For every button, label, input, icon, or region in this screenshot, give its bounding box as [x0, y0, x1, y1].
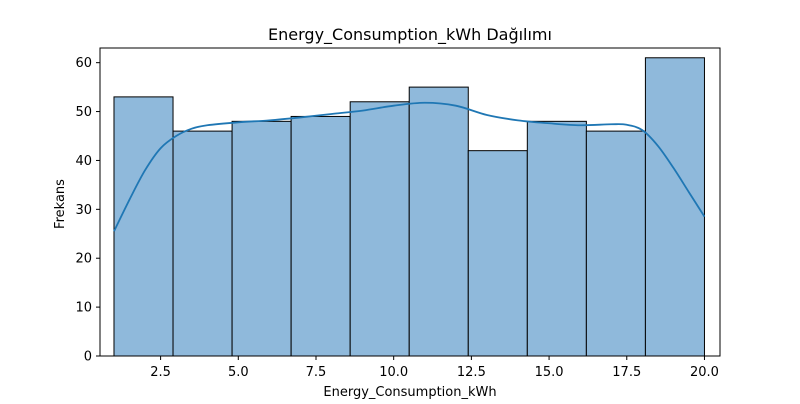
y-tick-label: 30: [75, 203, 92, 218]
histogram-bar-8: [526, 120, 587, 357]
chart-title: Energy_Consumption_kWh Dağılımı: [268, 25, 552, 45]
y-tick-label: 50: [75, 105, 92, 120]
histogram-bar-7: [467, 150, 528, 357]
y-axis-ticks: 0 10 20 30 40 50 60: [75, 56, 100, 365]
histogram-bar-2: [172, 130, 233, 357]
histogram-bar-1: [113, 96, 174, 357]
histogram-bar-6: [408, 86, 469, 357]
y-tick-label: 20: [75, 252, 92, 267]
histogram-bar-4: [290, 115, 351, 357]
histogram-bar-3: [231, 120, 292, 357]
x-tick-label: 7.5: [306, 365, 327, 380]
histogram-bar-5: [349, 101, 410, 357]
y-tick-label: 40: [75, 154, 92, 169]
x-tick-label: 2.5: [150, 365, 171, 380]
x-tick-label: 15.0: [535, 365, 564, 380]
kde-layer: [113, 101, 706, 232]
y-tick-label: 60: [75, 56, 92, 71]
bars-layer: [113, 57, 705, 357]
histogram-bar-10: [644, 57, 705, 357]
histogram-bar-9: [585, 130, 646, 357]
x-tick-label: 20.0: [690, 365, 719, 380]
x-axis-ticks: 2.5 5.0 7.5 10.0 12.5 15.0 17.5 20.0: [150, 356, 719, 380]
x-axis-label: Energy_Consumption_kWh: [323, 385, 496, 400]
plot-frame: [99, 47, 721, 357]
x-tick-label: 12.5: [457, 365, 486, 380]
x-tick-label: 10.0: [379, 365, 408, 380]
x-tick-label: 5.0: [228, 365, 249, 380]
kde-line: [113, 101, 706, 232]
y-tick-label: 0: [84, 350, 92, 365]
y-tick-label: 10: [75, 301, 92, 316]
x-tick-label: 17.5: [612, 365, 641, 380]
y-axis-label: Frekans: [53, 179, 68, 229]
